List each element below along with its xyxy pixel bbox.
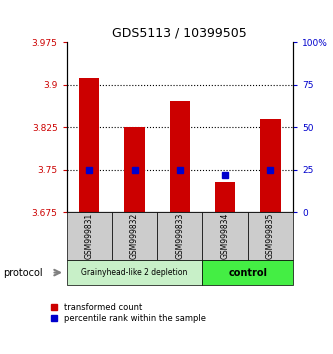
Bar (202, 260, 293, 285)
Text: protocol: protocol (3, 268, 43, 278)
Text: control: control (228, 268, 267, 278)
Bar (67, 212, 112, 260)
Text: GSM999833: GSM999833 (175, 213, 184, 259)
Text: GSM999832: GSM999832 (130, 213, 139, 259)
Bar (67, 260, 202, 285)
Bar (157, 212, 202, 260)
Bar (169, 101, 190, 212)
Bar (260, 119, 281, 212)
Bar (124, 127, 145, 212)
Text: GSM999834: GSM999834 (220, 213, 230, 259)
Bar (202, 212, 248, 260)
Bar (79, 78, 100, 212)
Bar (112, 212, 157, 260)
Text: Grainyhead-like 2 depletion: Grainyhead-like 2 depletion (81, 268, 188, 277)
Legend: transformed count, percentile rank within the sample: transformed count, percentile rank withi… (51, 303, 206, 323)
Title: GDS5113 / 10399505: GDS5113 / 10399505 (113, 27, 247, 40)
Text: GSM999831: GSM999831 (85, 213, 94, 259)
Bar (215, 182, 235, 212)
Bar (248, 212, 293, 260)
Text: GSM999835: GSM999835 (266, 213, 275, 259)
